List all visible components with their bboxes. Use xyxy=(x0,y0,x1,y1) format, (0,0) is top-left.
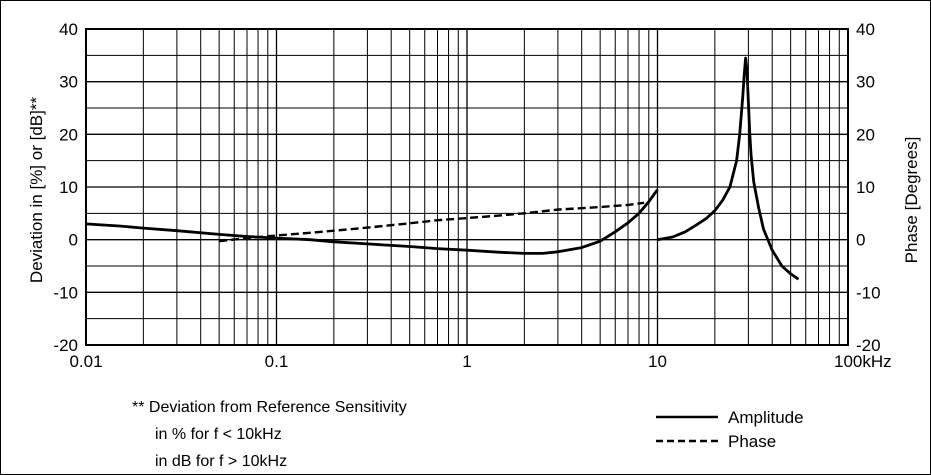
footnote-line-2: in % for f < 10kHz xyxy=(155,426,282,443)
footnote-line-3: in dB for f > 10kHz xyxy=(155,453,287,470)
y-axis-title-right: Phase [Degrees] xyxy=(902,137,921,264)
y-tick-label-left: -20 xyxy=(53,336,78,355)
legend: Amplitude Phase xyxy=(656,408,804,451)
x-tick-label: 1 xyxy=(462,352,471,371)
grid xyxy=(85,28,848,346)
plot-area xyxy=(85,28,849,346)
y-tick-label-right: -20 xyxy=(856,336,881,355)
legend-label-amplitude: Amplitude xyxy=(728,408,804,427)
x-tick-label: 10 xyxy=(648,352,667,371)
series-amplitude-line xyxy=(85,188,659,255)
y-tick-label-right: 30 xyxy=(856,73,875,92)
series-phase-line xyxy=(219,201,645,243)
x-tick-label: 100kHz xyxy=(834,352,892,371)
x-tick-label: 0.01 xyxy=(69,352,102,371)
y-tick-label-left: 30 xyxy=(59,73,78,92)
series-lines xyxy=(85,56,800,281)
y-tick-label-right: 40 xyxy=(856,20,875,39)
y-tick-label-right: -10 xyxy=(856,283,881,302)
footnote: ** Deviation from Reference Sensitivity … xyxy=(132,399,407,470)
series-amplitude-line xyxy=(657,56,800,281)
y-tick-label-left: 0 xyxy=(69,231,78,250)
y-tick-label-left: 40 xyxy=(59,20,78,39)
y-tick-label-left: 10 xyxy=(59,178,78,197)
y-tick-label-right: 20 xyxy=(856,125,875,144)
y-tick-label-left: 20 xyxy=(59,125,78,144)
x-tick-label: 0.1 xyxy=(265,352,289,371)
y-tick-label-left: -10 xyxy=(53,283,78,302)
tick-labels: 0.01 0.1 1 10 100kHz 40 30 20 10 0 -10 -20 40 30 20 10 0… xyxy=(53,20,891,371)
footnote-line-1: ** Deviation from Reference Sensitivity xyxy=(132,399,407,416)
y-axis-title-left: Deviation in [%] or [dB]** xyxy=(27,97,46,284)
y-tick-label-right: 10 xyxy=(856,178,875,197)
legend-label-phase: Phase xyxy=(728,432,776,451)
y-tick-label-right: 0 xyxy=(856,231,865,250)
